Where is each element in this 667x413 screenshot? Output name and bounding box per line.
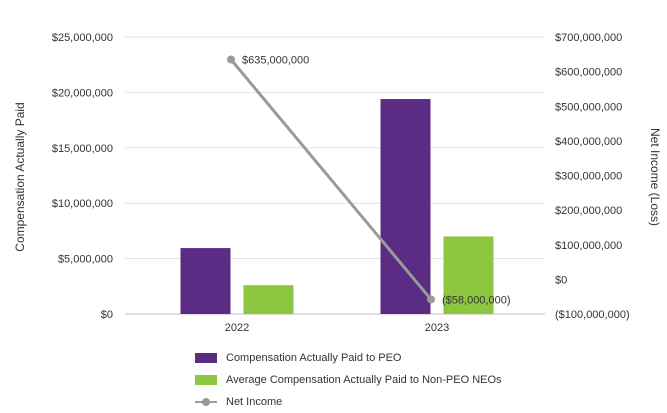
right-tick-label: $100,000,000 xyxy=(555,240,622,252)
bar xyxy=(443,236,494,314)
right-tick-label: ($100,000,000) xyxy=(555,309,630,321)
right-tick-label: $0 xyxy=(555,274,567,286)
net-income-point xyxy=(227,55,235,64)
right-axis-ticks: ($100,000,000) $0 $100,000,000 $200,000,000… xyxy=(555,32,630,321)
right-tick-label: $600,000,000 xyxy=(555,67,622,79)
legend: Compensation Actually Paid to PEO Averag… xyxy=(195,347,502,413)
left-tick-label: $0 xyxy=(101,309,113,321)
net-income-line xyxy=(227,55,435,304)
legend-label-non-peo: Average Compensation Actually Paid to No… xyxy=(226,374,502,386)
bars xyxy=(180,99,494,314)
right-tick-label: $400,000,000 xyxy=(555,136,622,148)
legend-swatch-peo xyxy=(195,353,217,363)
left-tick-label: $20,000,000 xyxy=(52,87,113,99)
bar xyxy=(180,248,231,314)
x-axis-ticks: 2022 2023 xyxy=(225,322,449,334)
bar xyxy=(380,99,431,314)
right-tick-label: $200,000,000 xyxy=(555,205,622,217)
bar xyxy=(243,285,294,314)
left-axis-title: Compensation Actually Paid xyxy=(13,102,27,251)
x-tick-label: 2023 xyxy=(425,322,449,334)
right-tick-label: $300,000,000 xyxy=(555,171,622,183)
legend-swatch-non-peo xyxy=(195,375,217,385)
legend-item-non-peo: Average Compensation Actually Paid to No… xyxy=(195,369,502,391)
legend-item-peo: Compensation Actually Paid to PEO xyxy=(195,347,502,369)
left-tick-label: $10,000,000 xyxy=(52,198,113,210)
net-income-point xyxy=(427,295,435,304)
net-income-line-path xyxy=(229,58,433,301)
legend-label-net-income: Net Income xyxy=(226,396,283,408)
right-axis-title: Net Income (Loss) xyxy=(648,128,662,226)
data-label: $635,000,000 xyxy=(242,55,309,67)
data-labels: $635,000,000 ($58,000,000) xyxy=(242,55,511,307)
left-tick-label: $25,000,000 xyxy=(52,32,113,44)
left-axis-ticks: $0 $5,000,000 $10,000,000 $15,000,000 $20,00… xyxy=(52,32,113,321)
left-tick-label: $5,000,000 xyxy=(58,254,113,266)
data-label: ($58,000,000) xyxy=(442,294,511,306)
legend-label-peo: Compensation Actually Paid to PEO xyxy=(226,352,402,364)
right-tick-label: $500,000,000 xyxy=(555,101,622,113)
legend-line-net-income xyxy=(195,397,217,407)
x-tick-label: 2022 xyxy=(225,322,249,334)
right-tick-label: $700,000,000 xyxy=(555,32,622,44)
legend-item-net-income: Net Income xyxy=(195,391,502,413)
left-tick-label: $15,000,000 xyxy=(52,143,113,155)
